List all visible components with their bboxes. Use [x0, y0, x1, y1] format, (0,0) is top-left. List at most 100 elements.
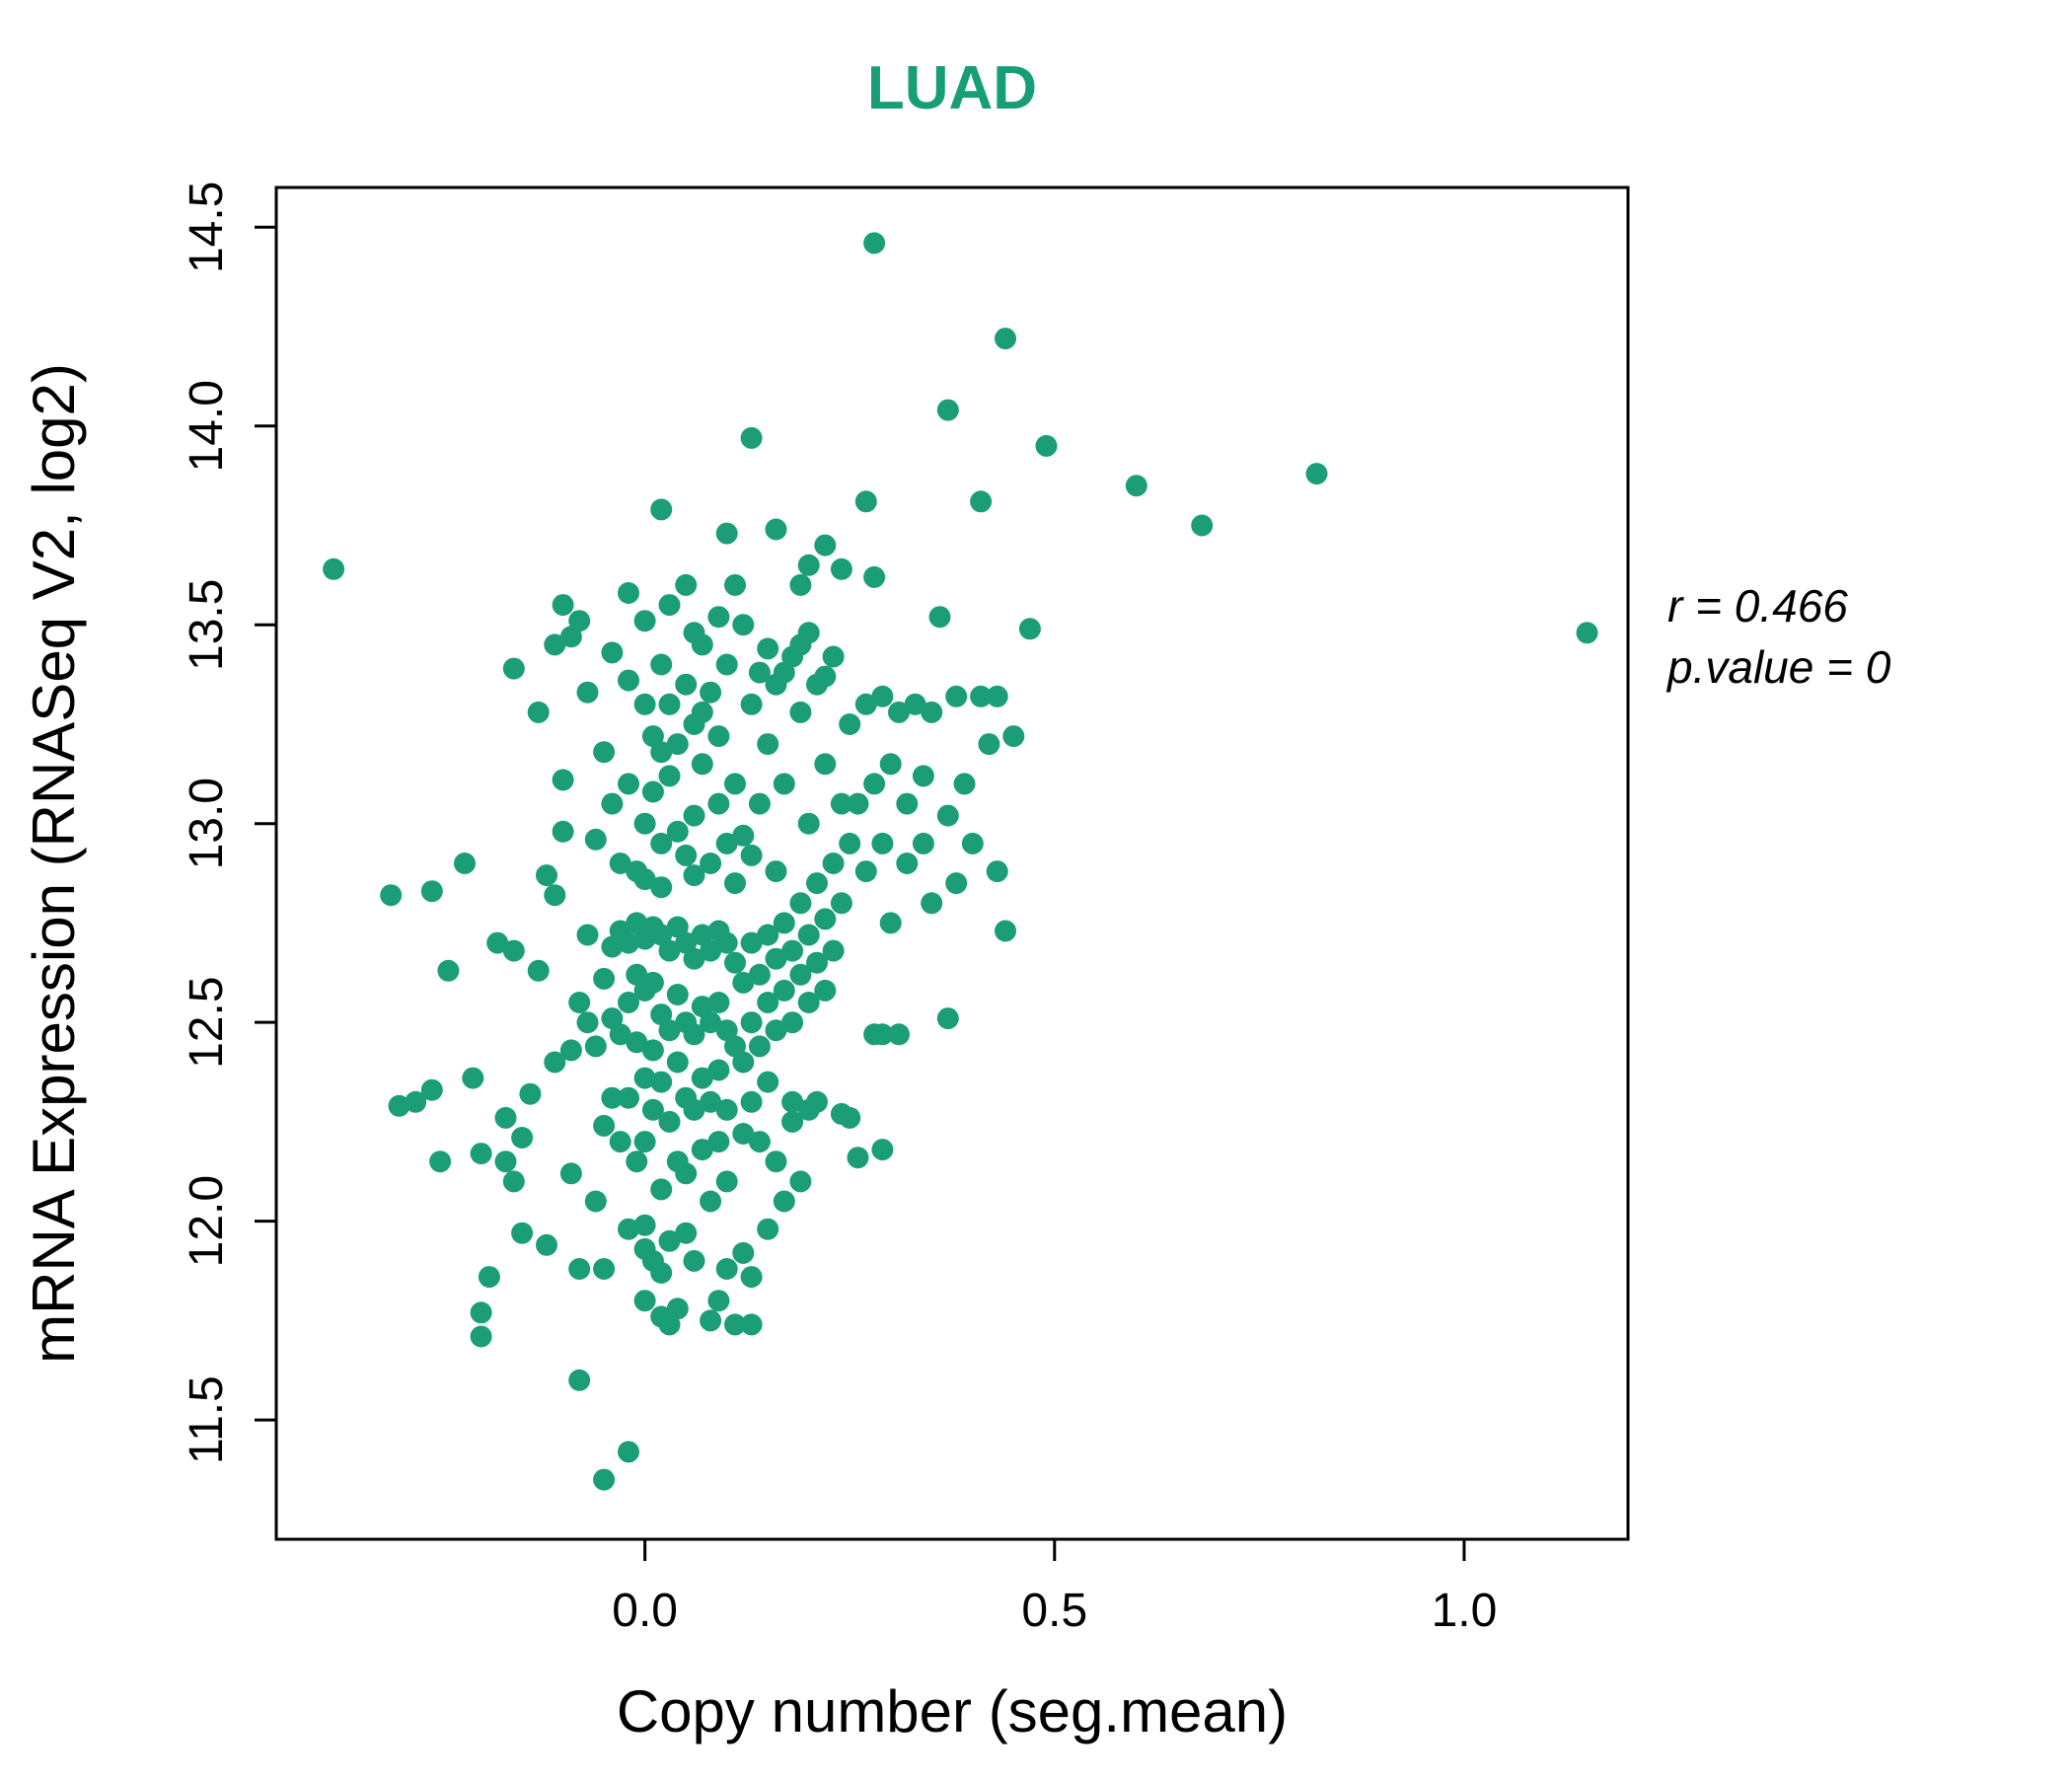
data-point — [593, 1114, 616, 1137]
data-point — [822, 939, 845, 962]
data-point — [429, 1150, 452, 1173]
data-point — [626, 1150, 648, 1173]
data-point — [536, 864, 557, 887]
data-point — [502, 939, 525, 962]
data-point — [740, 693, 763, 715]
data-point — [633, 610, 656, 632]
data-point — [814, 665, 837, 688]
data-point — [945, 872, 968, 895]
data-point — [593, 741, 616, 764]
plot-area-border — [274, 186, 1630, 1541]
data-point — [715, 1019, 738, 1042]
data-point — [847, 1147, 869, 1169]
data-point — [576, 924, 599, 946]
data-point — [544, 1051, 566, 1074]
data-point — [724, 773, 746, 795]
data-point — [552, 820, 574, 843]
data-point — [658, 765, 681, 787]
data-point — [740, 931, 763, 954]
data-point — [609, 1023, 631, 1046]
data-point — [986, 685, 1008, 707]
data-point — [715, 1098, 738, 1121]
data-point — [789, 1170, 812, 1193]
data-point — [707, 792, 730, 815]
data-point — [871, 1139, 894, 1161]
data-point — [978, 733, 1000, 756]
data-point — [896, 792, 919, 815]
data-point — [527, 701, 550, 723]
data-point — [633, 1067, 656, 1089]
data-point — [584, 828, 607, 851]
data-point — [658, 1110, 681, 1133]
data-point — [863, 232, 886, 255]
data-point — [658, 693, 681, 715]
data-point — [912, 832, 934, 854]
data-point — [576, 681, 599, 704]
data-point — [618, 582, 639, 604]
data-point — [470, 1325, 492, 1348]
data-point — [691, 753, 713, 776]
data-point — [863, 773, 886, 795]
data-point — [732, 1051, 755, 1074]
data-point — [830, 792, 852, 815]
data-point — [683, 804, 705, 827]
data-point — [454, 853, 476, 874]
y-tick-label: 12.0 — [181, 1175, 233, 1267]
correlation-r-annotation: r = 0.466 — [1667, 580, 1848, 631]
data-point — [683, 1098, 705, 1121]
data-point — [839, 832, 861, 854]
data-point — [650, 832, 673, 854]
data-point — [830, 557, 852, 580]
data-point — [486, 931, 509, 954]
data-point — [936, 1007, 959, 1030]
data-point — [700, 681, 722, 704]
data-point — [945, 685, 968, 707]
data-point — [715, 1258, 738, 1280]
data-point — [748, 1131, 771, 1153]
data-point — [773, 979, 795, 1002]
data-point — [666, 733, 689, 756]
data-point — [420, 1078, 443, 1101]
data-point — [936, 399, 959, 421]
data-point — [650, 741, 673, 764]
data-point — [641, 780, 664, 803]
data-point — [633, 1290, 656, 1312]
data-point — [683, 864, 705, 887]
data-point — [494, 1106, 517, 1129]
data-point — [494, 1150, 517, 1173]
data-point — [519, 1082, 542, 1105]
data-point — [675, 673, 698, 696]
data-point — [536, 1233, 557, 1256]
x-tick-label: 1.0 — [1432, 1585, 1498, 1637]
data-point — [740, 844, 763, 866]
data-point — [633, 693, 656, 715]
data-point — [691, 1139, 713, 1161]
data-point — [1125, 475, 1147, 497]
data-point — [830, 892, 852, 915]
data-point — [822, 853, 845, 874]
y-tick-label: 13.0 — [181, 778, 233, 869]
data-point — [928, 606, 951, 629]
data-point — [658, 594, 681, 617]
data-point — [658, 1229, 681, 1252]
data-point — [797, 554, 820, 576]
x-tick-label: 0.5 — [1021, 1585, 1087, 1637]
data-point — [797, 924, 820, 946]
data-point — [879, 753, 902, 776]
data-point — [961, 832, 984, 854]
data-point — [683, 622, 705, 644]
data-point — [863, 565, 886, 588]
data-point — [568, 992, 591, 1013]
data-point — [871, 832, 894, 854]
data-point — [757, 924, 779, 946]
data-point — [650, 498, 673, 521]
data-point — [748, 963, 771, 986]
data-point — [470, 1143, 492, 1165]
data-point — [748, 661, 771, 684]
data-point — [633, 1214, 656, 1236]
data-point — [740, 1011, 763, 1034]
data-point — [715, 1170, 738, 1193]
data-point — [715, 653, 738, 676]
data-point — [814, 908, 837, 930]
